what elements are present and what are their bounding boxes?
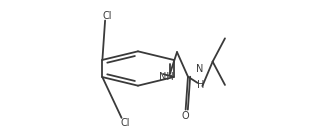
Text: O: O [181,112,189,121]
Text: Cl: Cl [102,12,112,21]
Text: NH: NH [159,72,174,82]
Text: N: N [195,64,203,73]
Text: H: H [196,80,204,90]
Text: Cl: Cl [121,118,130,128]
